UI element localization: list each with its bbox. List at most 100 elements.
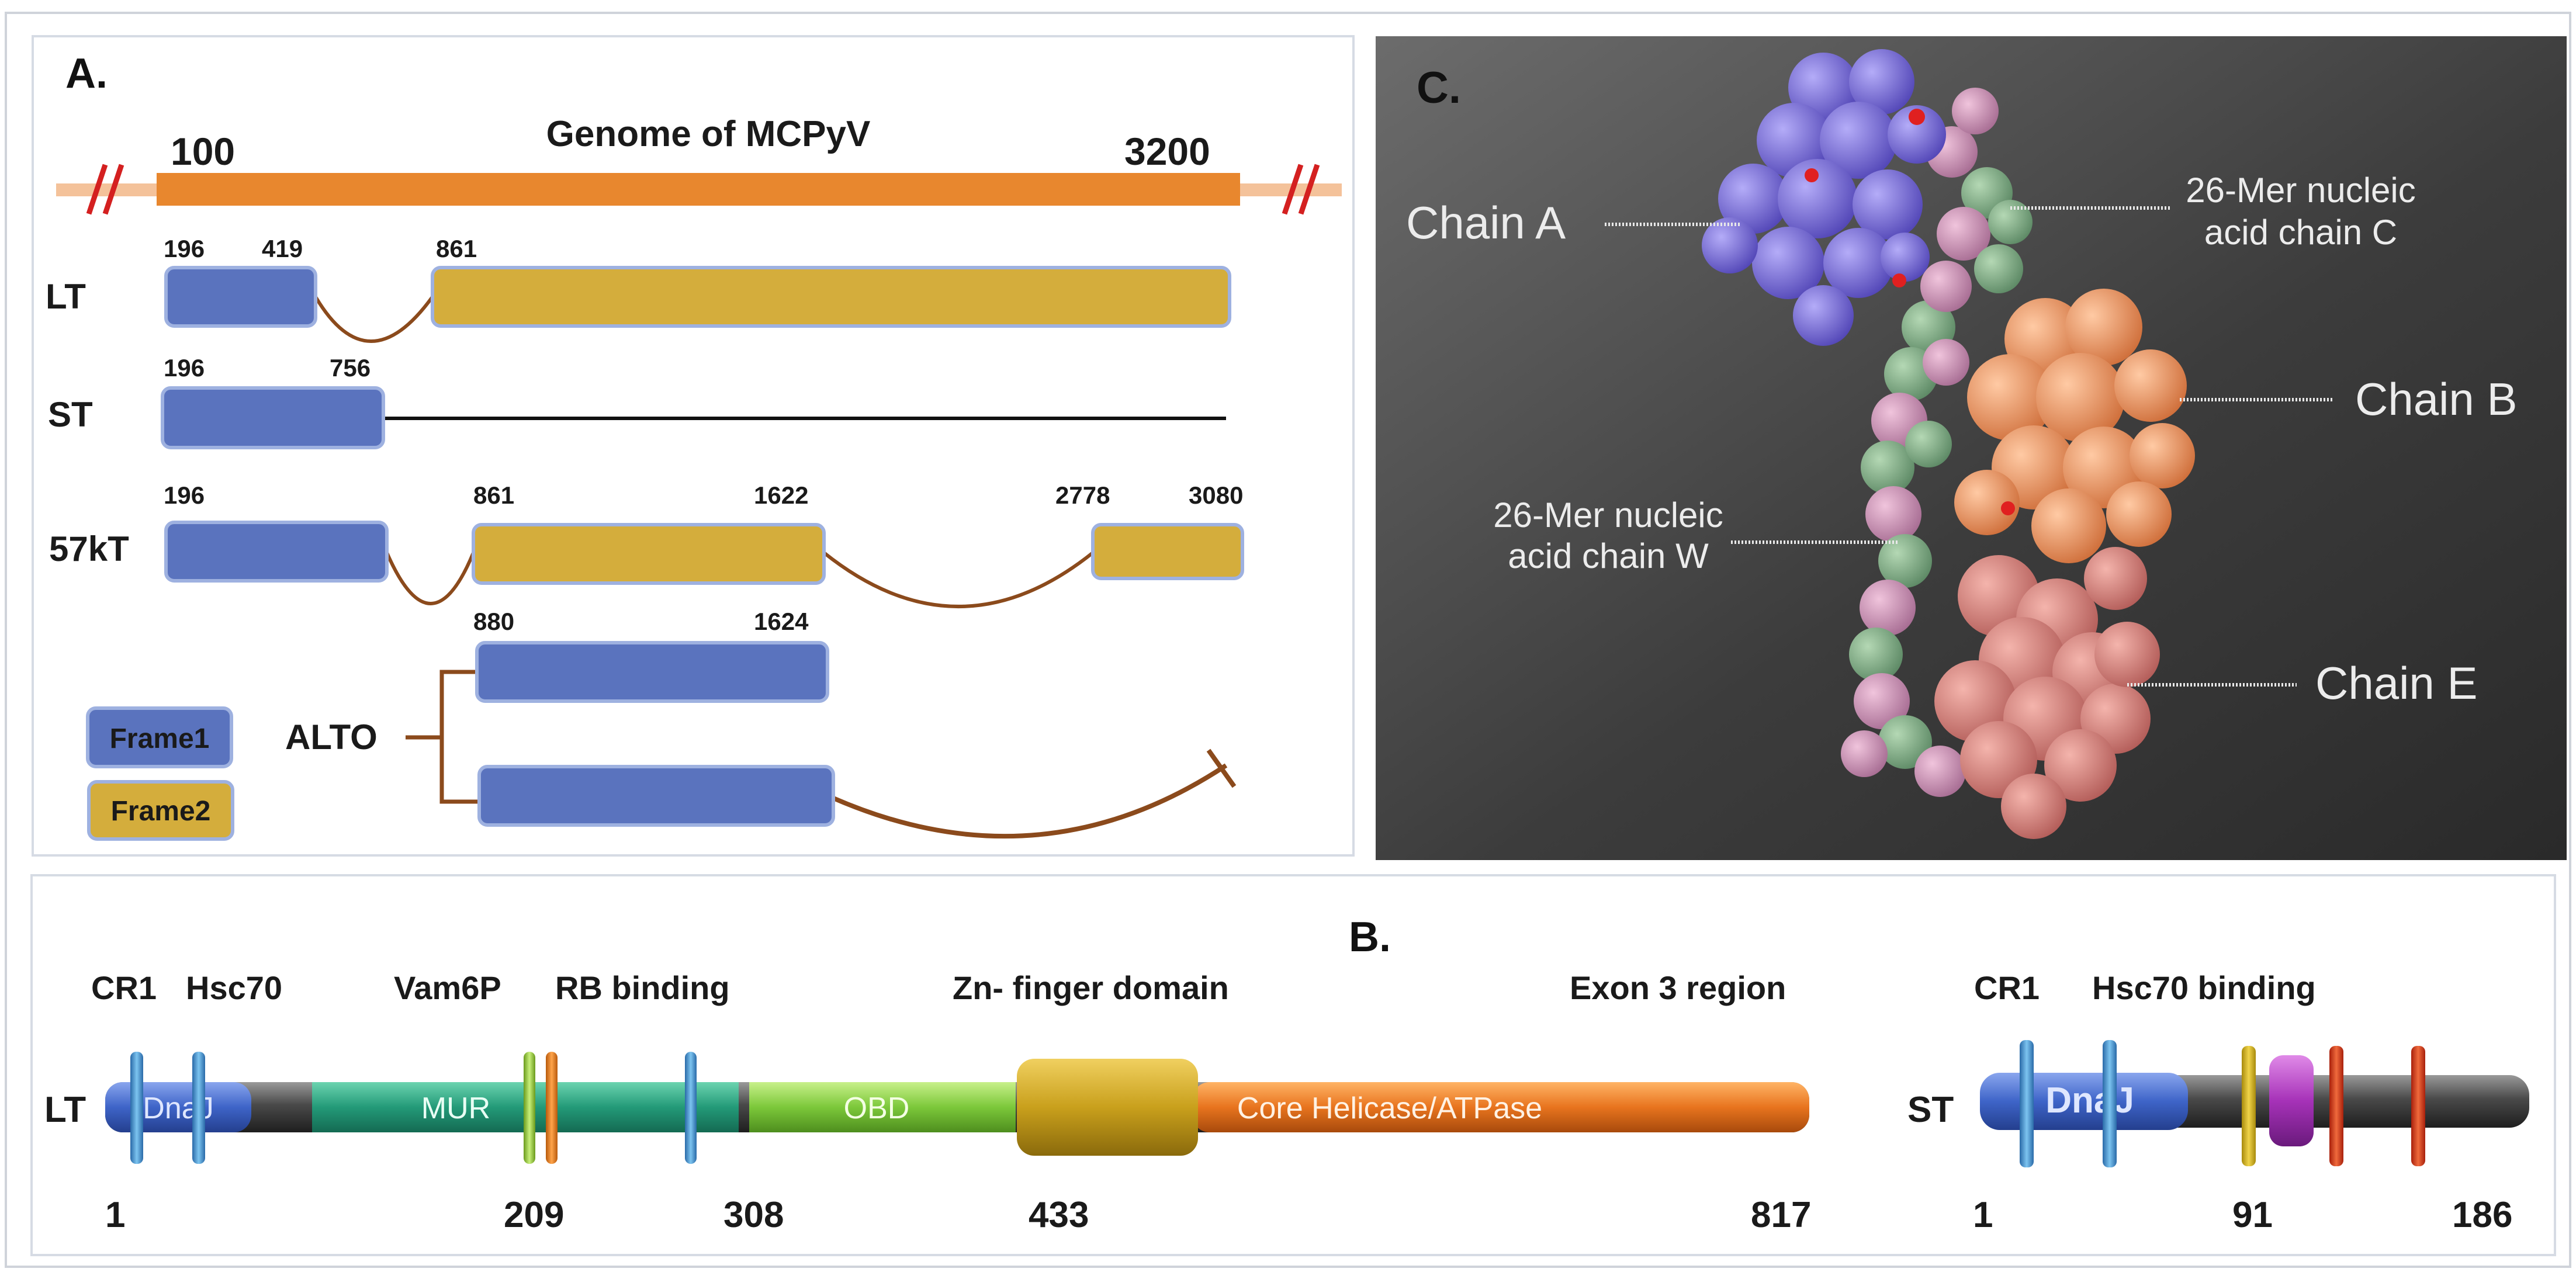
st-protein-name: ST: [1907, 1090, 1954, 1130]
st-purple-domain: [2269, 1055, 2314, 1146]
57kt-exon-2: [472, 523, 826, 585]
panel-a-label: A.: [65, 50, 108, 97]
genome-start: 100: [171, 130, 235, 173]
panel-c-label: C.: [1417, 63, 1461, 113]
lt-vam6p-marker-2: [546, 1052, 558, 1164]
chain-b-cluster: [1954, 289, 2195, 563]
st-pos-91: 91: [2232, 1195, 2273, 1235]
57kt-splice-arc-2: [823, 551, 1094, 608]
lt-pos-433: 433: [1029, 1195, 1089, 1235]
row-st: ST 196 756: [48, 354, 1226, 449]
nucleic-chain-w-cluster: [1841, 300, 1969, 797]
label-chain-e: Chain E: [2315, 657, 2478, 709]
chain-a-cluster: [1702, 49, 2015, 515]
57kt-tick-196: 196: [164, 481, 205, 509]
st-red-marker-1: [2329, 1046, 2343, 1166]
lt-label-cr1: CR1: [91, 969, 157, 1006]
lt-zn-finger-cylinder: [1017, 1059, 1198, 1156]
st-label-hsc70-binding: Hsc70 binding: [2092, 969, 2316, 1006]
genome-break-right-icon: [1282, 164, 1320, 215]
label-chain-c-line1: 26-Mer nucleic: [2186, 171, 2416, 210]
row-lt: LT 196 419 861: [46, 235, 1231, 343]
genome-bar: Genome of MCPyV 100 3200: [56, 114, 1342, 215]
panel-b-label: B.: [1349, 914, 1391, 961]
lt-label-zn-finger: Zn- finger domain: [953, 969, 1229, 1006]
st-cr1-marker: [2020, 1040, 2034, 1167]
legend-frame1-swatch: [86, 706, 233, 768]
label-chain-a: Chain A: [1406, 197, 1566, 248]
57kt-splice-arc-1: [385, 552, 475, 605]
57kt-exon-3: [1091, 523, 1244, 580]
lt-hsc70-marker: [192, 1052, 205, 1164]
leader-lines: [1605, 206, 2333, 687]
st-domain-dnaj-label: DnaJ: [2045, 1080, 2134, 1121]
panel-b: B. CR1 Hsc70 Vam6P RB binding Zn- finger…: [30, 874, 2556, 1256]
row-lt-label: LT: [46, 277, 86, 316]
legend-frame2-label: Frame2: [111, 796, 211, 827]
label-chain-w-line2: acid chain W: [1508, 536, 1709, 576]
label-chain-w-line1: 26-Mer nucleic: [1493, 495, 1723, 535]
lt-splice-arc: [314, 296, 434, 343]
label-chain-b: Chain B: [2355, 373, 2518, 425]
lt-label-exon3: Exon 3 region: [1570, 969, 1786, 1006]
protein-structure: [1702, 49, 2195, 839]
lt-label-vam6p: Vam6P: [394, 969, 501, 1006]
alto-exon-1: [475, 641, 829, 703]
st-exon: [161, 386, 385, 449]
legend-frame1-label: Frame1: [110, 723, 210, 754]
row-st-label: ST: [48, 395, 93, 434]
st-hsc70-marker: [2103, 1040, 2117, 1167]
lt-protein-bar: DnaJ MUR OBD Core Helicase/ATPase: [105, 1052, 1809, 1164]
alto-stop-icon: [1206, 748, 1237, 788]
row-57kt-label: 57kT: [49, 529, 129, 569]
lt-tick-196: 196: [164, 235, 205, 262]
st-yellow-marker: [2242, 1046, 2256, 1166]
lt-pos-308: 308: [723, 1195, 784, 1235]
label-chain-c-line2: acid chain C: [2204, 213, 2397, 252]
st-pos-1: 1: [1973, 1195, 1993, 1235]
panel-a: A. Genome of MCPyV 100 3200 LT 196 419 8…: [32, 35, 1355, 857]
lt-tick-861: 861: [436, 235, 477, 262]
lt-domain-helicase-label: Core Helicase/ATPase: [1237, 1091, 1542, 1125]
st-tick-196: 196: [164, 354, 205, 382]
57kt-tick-1622: 1622: [754, 481, 808, 509]
57kt-exon-1: [164, 521, 389, 583]
legend: Frame1 Frame2: [86, 706, 234, 841]
57kt-tick-3080: 3080: [1189, 481, 1243, 509]
lt-domain-obd-label: OBD: [844, 1091, 910, 1125]
lt-domain-mur-label: MUR: [421, 1091, 490, 1125]
lt-tick-419: 419: [262, 235, 303, 262]
genome-break-left-icon: [86, 164, 124, 215]
lt-label-rb-binding: RB binding: [555, 969, 730, 1006]
57kt-tick-2778: 2778: [1055, 481, 1110, 509]
lt-rb-marker: [685, 1052, 697, 1164]
row-57kt: 57kT 196 861 1622 2778 3080: [49, 481, 1244, 608]
nucleic-chain-c-cluster: [1920, 88, 2033, 312]
lt-pos-1: 1: [105, 1195, 125, 1235]
genome-body: [157, 173, 1240, 206]
genome-end: 3200: [1124, 130, 1210, 173]
alto-tick-1624: 1624: [754, 608, 809, 635]
st-red-marker-2: [2411, 1046, 2425, 1166]
row-alto: ALTO 880 1624: [285, 608, 1237, 839]
alto-exon-2: [477, 765, 835, 827]
lt-protein-name: LT: [44, 1090, 86, 1130]
57kt-tick-861: 861: [473, 481, 514, 509]
lt-domain-obd: [749, 1082, 1016, 1132]
genome-title: Genome of MCPyV: [546, 114, 871, 154]
chain-e-cluster: [1934, 547, 2160, 839]
alto-splice-arc: [832, 763, 1228, 839]
alto-tick-880: 880: [473, 608, 514, 635]
panel-c: C.: [1376, 36, 2567, 860]
lt-pos-817: 817: [1751, 1195, 1811, 1235]
st-label-cr1: CR1: [1974, 969, 2040, 1006]
lt-cr1-marker: [130, 1052, 143, 1164]
row-alto-label: ALTO: [285, 718, 378, 757]
lt-exon-2: [431, 266, 1231, 328]
st-pos-186: 186: [2452, 1195, 2512, 1235]
lt-vam6p-marker-1: [524, 1052, 535, 1164]
st-protein-bar: DnaJ: [1980, 1040, 2529, 1167]
lt-pos-209: 209: [504, 1195, 564, 1235]
panel-b-border: [30, 874, 2556, 1256]
